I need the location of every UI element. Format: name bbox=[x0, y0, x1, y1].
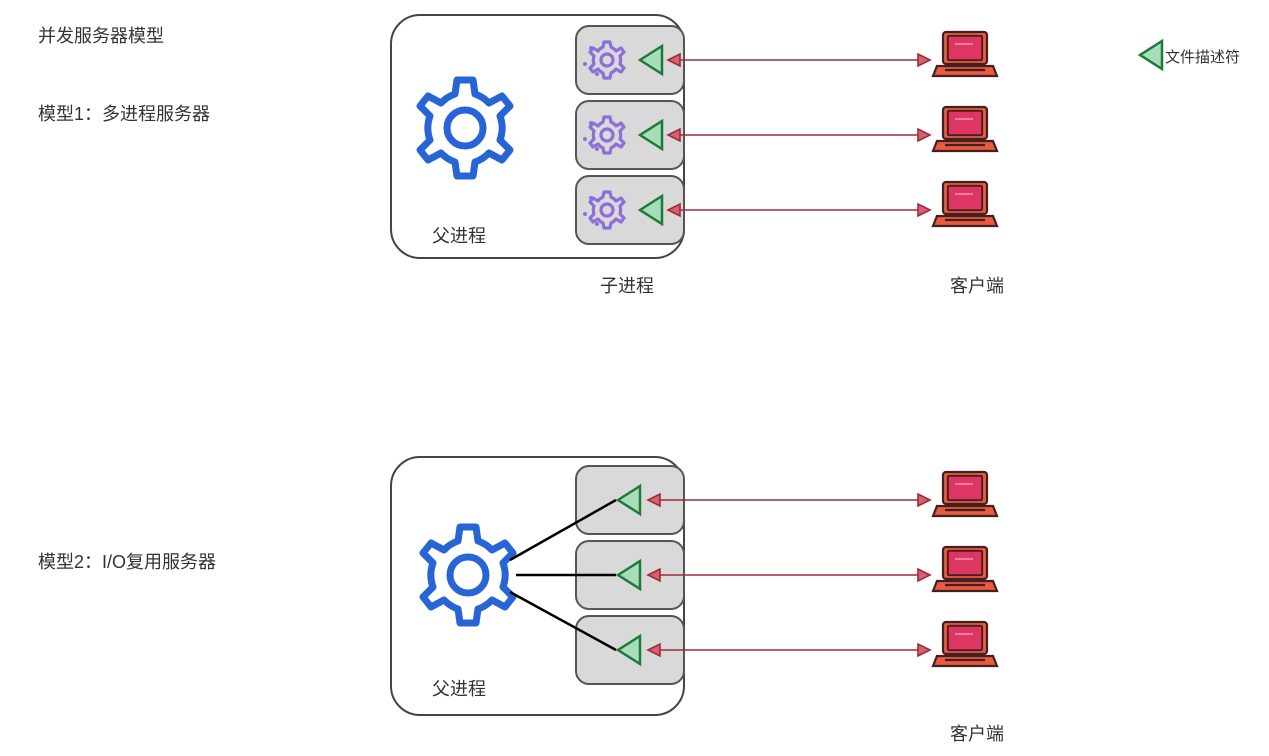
model1-client-1-laptop-icon bbox=[933, 107, 997, 151]
model1-client-0-laptop-icon bbox=[933, 32, 997, 76]
model2-label: 模型2：I/O复用服务器 bbox=[38, 548, 216, 574]
model1-child-box-2 bbox=[575, 175, 685, 245]
model2-child-box-1 bbox=[575, 540, 685, 610]
page-title: 并发服务器模型 bbox=[38, 22, 164, 48]
model1-client-label: 客户端 bbox=[950, 272, 1004, 298]
model1-label: 模型1：多进程服务器 bbox=[38, 100, 210, 126]
legend-fd-icon bbox=[1140, 41, 1162, 69]
model1-child-box-0 bbox=[575, 25, 685, 95]
model1-arrow-0 bbox=[668, 54, 930, 66]
model1-arrow-2 bbox=[668, 204, 930, 216]
legend-label: 文件描述符 bbox=[1165, 46, 1240, 67]
model2-arrow-0 bbox=[648, 494, 930, 506]
model2-client-label: 客户端 bbox=[950, 720, 1004, 746]
model2-client-1-laptop-icon bbox=[933, 547, 997, 591]
model1-child-label: 子进程 bbox=[600, 272, 654, 298]
model2-arrow-1 bbox=[648, 569, 930, 581]
model1-client-2-laptop-icon bbox=[933, 182, 997, 226]
model2-client-2-laptop-icon bbox=[933, 622, 997, 666]
model1-arrow-1 bbox=[668, 129, 930, 141]
model2-child-box-2 bbox=[575, 615, 685, 685]
model2-arrow-2 bbox=[648, 644, 930, 656]
model2-child-box-0 bbox=[575, 465, 685, 535]
model2-client-0-laptop-icon bbox=[933, 472, 997, 516]
model1-child-box-1 bbox=[575, 100, 685, 170]
